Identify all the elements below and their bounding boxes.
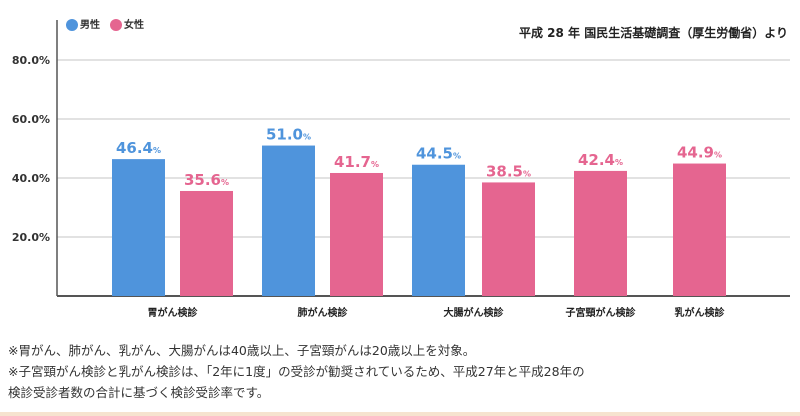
legend-item-female: 女性 [110, 16, 144, 31]
legend: 男性 女性 [66, 16, 144, 31]
x-tick-label: 乳がん検診 [675, 306, 726, 319]
data-label: 44.9% [677, 144, 722, 162]
y-tick-label: 20.0% [12, 231, 50, 244]
female-swatch [110, 19, 122, 31]
y-tick-label: 80.0% [12, 54, 50, 67]
bar-chart: 20.0% 40.0% 60.0% 80.0% 46.4% 35.6% 胃がん検診 51.0%… [12, 20, 790, 319]
bar-female [482, 182, 535, 296]
data-label: 44.5% [416, 145, 461, 163]
bar-male [262, 145, 315, 296]
y-tick-label: 60.0% [12, 113, 50, 126]
legend-item-male: 男性 [66, 16, 100, 31]
bottom-border [0, 412, 800, 416]
bar-female [330, 172, 383, 296]
x-tick-label: 大腸がん検診 [444, 306, 505, 319]
bar-female [673, 163, 726, 296]
x-tick-label: 胃がん検診 [148, 306, 199, 319]
x-tick-label: 肺がん検診 [298, 306, 349, 319]
footnote-1: ※胃がん、肺がん、乳がん、大腸がんは40歳以上、子宮頸がんは20歳以上を対象。 [8, 343, 476, 358]
legend-label-female: 女性 [124, 20, 144, 31]
footnote-3: 検診受診者数の合計に基づく検診受診率です。 [8, 385, 270, 400]
bar-male [412, 164, 465, 296]
y-tick-label: 40.0% [12, 172, 50, 185]
legend-label-male: 男性 [80, 20, 100, 31]
footnote-2: ※子宮頸がん検診と乳がん検診は、「2年に1度」の受診が勧奨されているため、平成2… [8, 364, 585, 379]
data-label: 51.0% [266, 126, 311, 144]
bar-female [574, 170, 627, 296]
x-tick-label: 子宮頸がん検診 [566, 306, 637, 319]
data-label: 46.4% [116, 139, 161, 157]
male-swatch [66, 19, 78, 31]
footnotes: ※胃がん、肺がん、乳がん、大腸がんは40歳以上、子宮頸がんは20歳以上を対象。 … [8, 340, 585, 403]
data-label: 38.5% [486, 162, 531, 180]
data-label: 35.6% [184, 171, 229, 189]
source-note: 平成 28 年 国民生活基礎調査（厚生労働省）より [519, 26, 788, 40]
data-label: 41.7% [334, 153, 379, 171]
data-label: 42.4% [578, 151, 623, 169]
bar-male [112, 159, 165, 296]
bar-female [180, 190, 233, 296]
